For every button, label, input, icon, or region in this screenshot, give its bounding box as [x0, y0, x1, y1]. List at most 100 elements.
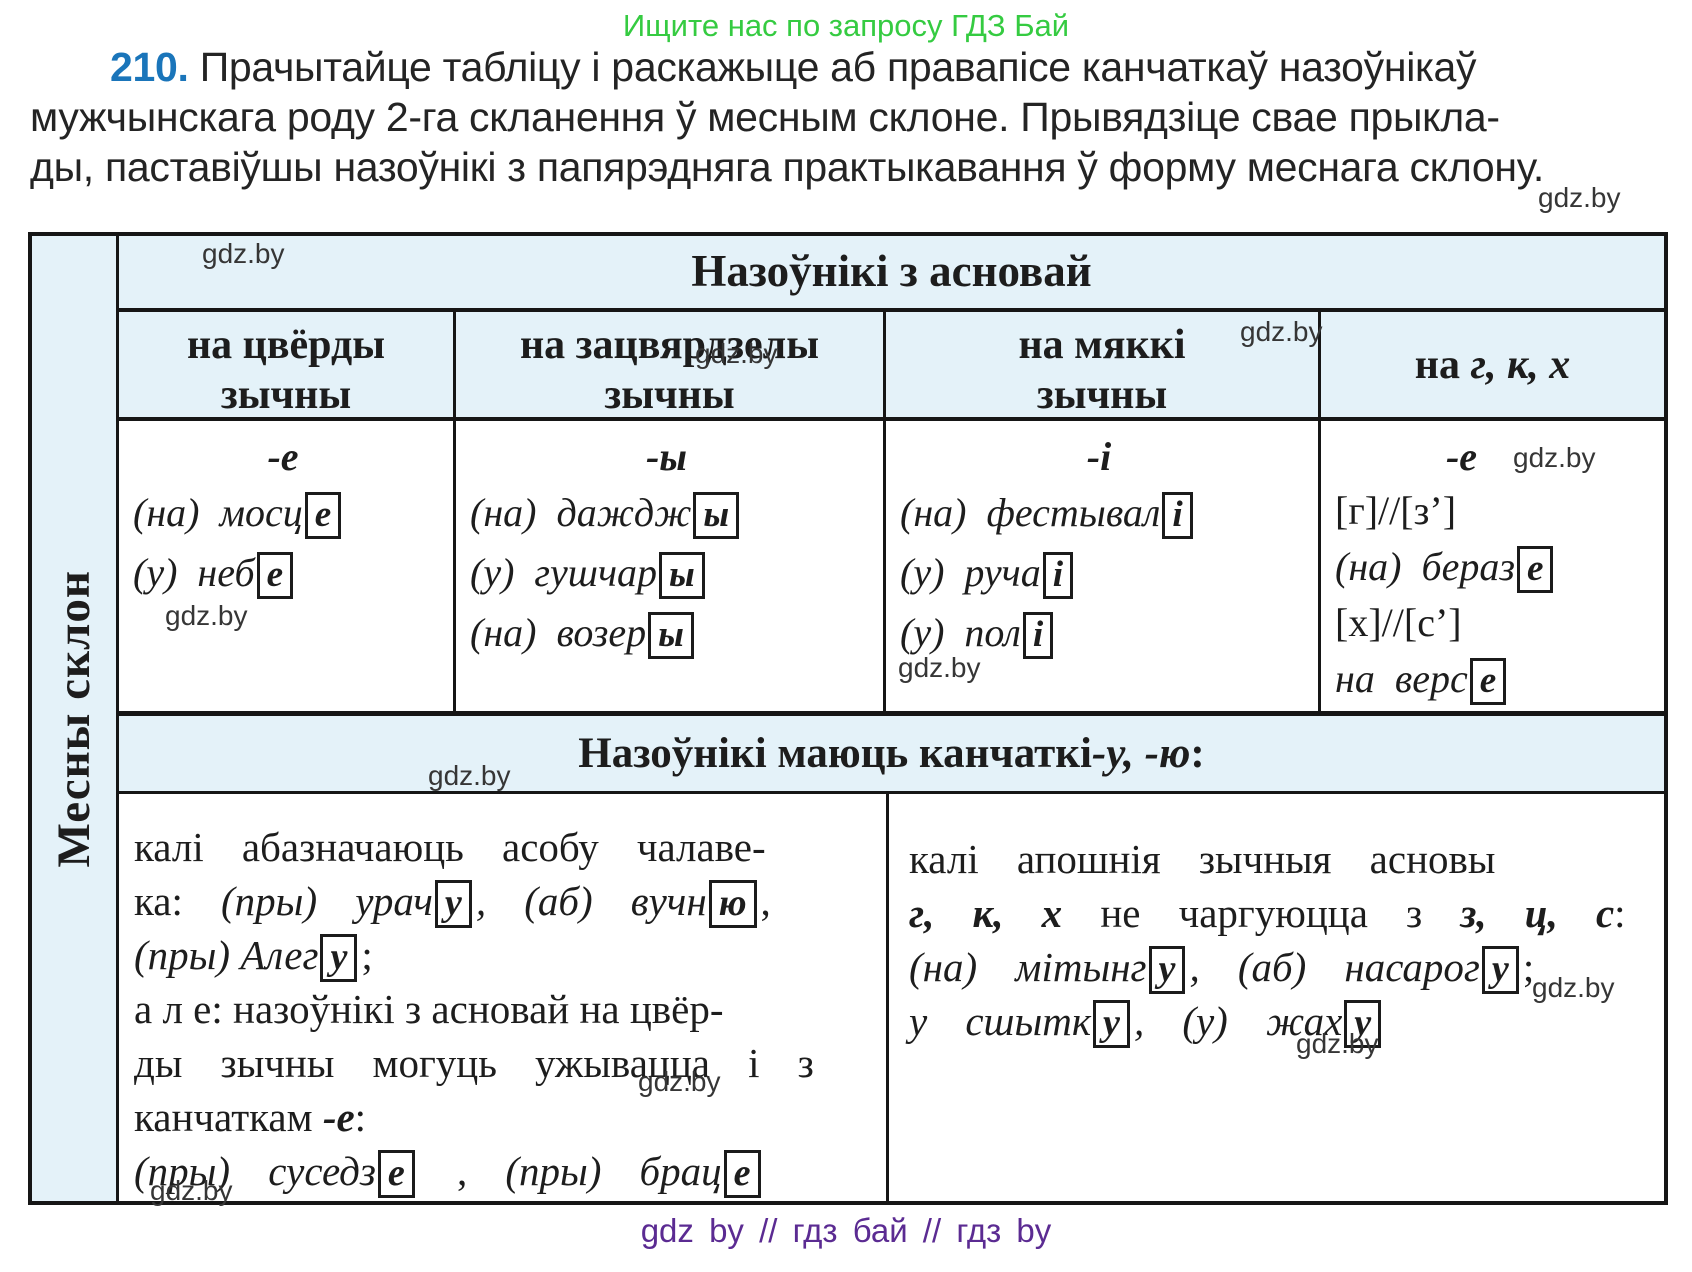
text-segment: на зацвярдзелы [519, 322, 820, 368]
boxed-ending: е [377, 1150, 415, 1198]
text-segment: ; [361, 932, 373, 978]
text-line: (у) гушчар ы [470, 543, 877, 603]
table-case-column: Месны склон [32, 236, 119, 1201]
text-line: на верс е [1335, 651, 1658, 707]
boxed-ending: у [1148, 946, 1186, 994]
text-segment: на [1414, 341, 1471, 388]
text-segment: -е [267, 434, 299, 479]
text-segment: : [1190, 730, 1205, 777]
text-line: (на) возер ы [470, 603, 877, 663]
boxed-ending: у [1093, 1000, 1130, 1048]
text-line: (у) пол і [900, 603, 1312, 663]
exercise-paragraph: 210. Прачытайце табліцу і раскажыце аб п… [30, 42, 1670, 192]
text-segment: (у) руча [900, 550, 1041, 595]
boxed-ending: ы [659, 552, 705, 599]
ending-label: -і [900, 433, 1312, 483]
text-segment: ; [1522, 944, 1535, 990]
column-header-g-k-x: на г, к, х [1321, 312, 1664, 417]
text-segment: [х]//[с’] [1335, 600, 1462, 645]
header-line: на зацвярдзелы [456, 320, 883, 370]
watermark: gdz.by [150, 1175, 233, 1206]
ending-label: -е [133, 433, 447, 483]
text-segment: -е [1445, 434, 1478, 479]
text-segment: Назоўнікі маюць канчаткі [578, 730, 1092, 777]
watermark: gdz.by [165, 600, 248, 631]
text-segment: не чаргуюцца з [1062, 890, 1461, 936]
text-line: (у) руча і [900, 543, 1312, 603]
boxed-ending: і [1042, 552, 1074, 599]
header-line: на цвёрды [119, 320, 453, 370]
boxed-ending: у [1481, 946, 1519, 994]
exercise-line-1-text: Прачытайце табліцу і раскажыце аб правап… [199, 44, 1477, 90]
text-line: ка: (пры) урач у, (аб) вучн ю, [134, 874, 878, 928]
examples-lines: (на) даждж ы (у) гушчар ы (на) возер ы [470, 483, 877, 663]
boxed-ending: ю [708, 880, 757, 928]
column-header-hardened-consonant: на зацвярдзелы зычны [456, 312, 886, 420]
text-segment: а л е: назоўнікі з асновай на цвёр- [134, 986, 724, 1032]
text-segment: г, к, х [1470, 341, 1571, 388]
text-line: (на) даждж ы [470, 483, 877, 543]
boxed-ending: ы [693, 492, 740, 539]
table-examples-row: -е (на) мосц е (у) неб е -ы (на) даждж ы (у) … [119, 421, 1664, 716]
boxed-ending: і [1162, 492, 1193, 539]
watermark: gdz.by [1532, 972, 1615, 1003]
case-label-vertical: Месны склон [48, 569, 100, 868]
examples-lines: [г]//[з’] (на) бераз е [х]//[с’] на верс е [1335, 483, 1658, 707]
boxed-ending: е [256, 552, 294, 599]
boxed-ending: у [320, 934, 358, 982]
text-segment: зычны [1036, 372, 1168, 418]
boxed-ending: у [434, 880, 472, 928]
exercise-line-3: ды, паставіўшы назоўнікі з папярэдняга п… [30, 144, 1544, 190]
ending-label: -ы [470, 433, 877, 483]
text-segment: : [1614, 890, 1626, 936]
watermark: gdz.by [1296, 1028, 1379, 1059]
text-line: ды зычны могуць ужывацца і з [134, 1036, 878, 1090]
text-segment: ды зычны могуць ужывацца і з [134, 1040, 814, 1086]
watermark: gdz.by [638, 1066, 721, 1097]
footer-watermark: gdz by // гдз бай // гдз by [640, 1212, 1052, 1249]
table-column-headers: на цвёрды зычны на зацвярдзелы зычны на … [119, 312, 1664, 421]
text-line: г, к, х не чаргуюцца з з, ц, с: [909, 886, 1656, 940]
text-segment: , [418, 1148, 506, 1194]
endings-note-band: Назоўнікі маюць канчаткі -у, -ю: [119, 716, 1664, 794]
boxed-ending: е [723, 1150, 761, 1198]
text-line: (на) мітынг у, (аб) насарог у; [909, 940, 1656, 994]
header-line: на мяккі [886, 320, 1318, 370]
examples-lines: (на) мосц е (у) неб е [133, 483, 447, 603]
text-segment: (пры) урач [221, 878, 433, 924]
watermark: gdz.by [1513, 442, 1596, 473]
text-line: (у) неб е [133, 543, 447, 603]
text-segment: г, к, х [909, 890, 1063, 936]
text-segment: (на) возер [470, 610, 647, 655]
watermark: gdz.by [898, 652, 981, 683]
text-segment: на верс [1335, 656, 1468, 701]
ending-label: -е [1335, 433, 1658, 483]
text-line: у сшытк у, (у) жах у [909, 994, 1656, 1048]
text-segment: (пры) суседз [134, 1148, 376, 1194]
text-segment: (у) неб [133, 550, 255, 595]
text-segment: на цвёрды [186, 322, 386, 368]
text-segment: [г]//[з’] [1335, 488, 1457, 533]
text-segment: , (аб) вучн [475, 878, 707, 924]
text-line: (пры) суседз е , (пры) брац е [134, 1144, 878, 1198]
promo-banner: Ищите нас по запросу ГДЗ Бай [622, 8, 1070, 43]
text-segment: : [354, 1094, 367, 1140]
text-segment: (на) даждж [470, 490, 692, 535]
examples-cell-g-k-x: -е [г]//[з’] (на) бераз е [х]//[с’] на верс е [1321, 421, 1664, 711]
watermark: gdz.by [202, 238, 285, 269]
text-segment: ка: [134, 878, 222, 924]
text-segment: -ы [645, 434, 688, 479]
table-span-header: Назоўнікі з асновай [119, 236, 1664, 312]
boxed-ending: е [304, 492, 342, 539]
text-segment: -у, -ю [1091, 730, 1191, 777]
header-line: зычны [456, 370, 883, 420]
boxed-ending: і [1022, 612, 1054, 659]
exercise-line-2: мужчынскага роду 2-га скланення ў месным… [30, 94, 1500, 140]
text-segment: (на) мосц [133, 490, 303, 535]
table-bottom-row: калі абазначаюць асобу чалаве-ка: (пры) … [119, 794, 1664, 1201]
column-header-soft-consonant: на мяккі зычны [886, 312, 1321, 420]
watermark: gdz.by [428, 760, 511, 791]
text-segment: у сшытк [909, 998, 1092, 1044]
header-line: зычны [886, 370, 1318, 420]
